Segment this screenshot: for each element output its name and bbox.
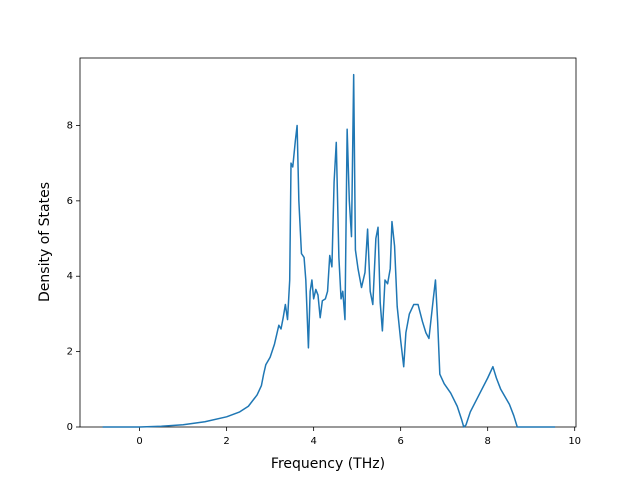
- y-axis-label: Density of States: [37, 182, 53, 302]
- x-tick-label: 0: [136, 436, 142, 447]
- y-tick-label: 0: [67, 422, 73, 433]
- y-tick-label: 4: [67, 271, 73, 282]
- x-tick-label: 6: [397, 436, 403, 447]
- x-tick-label: 4: [310, 436, 316, 447]
- y-tick-label: 8: [67, 120, 73, 131]
- x-tick-label: 2: [223, 436, 229, 447]
- data-line: [102, 73, 556, 428]
- x-tick-label: 8: [484, 436, 490, 447]
- y-tick-label: 2: [67, 347, 73, 358]
- plot-frame: [79, 57, 577, 428]
- x-tick-label: 10: [568, 436, 581, 447]
- x-axis-label: Frequency (THz): [271, 456, 385, 472]
- y-tick-label: 6: [67, 196, 73, 207]
